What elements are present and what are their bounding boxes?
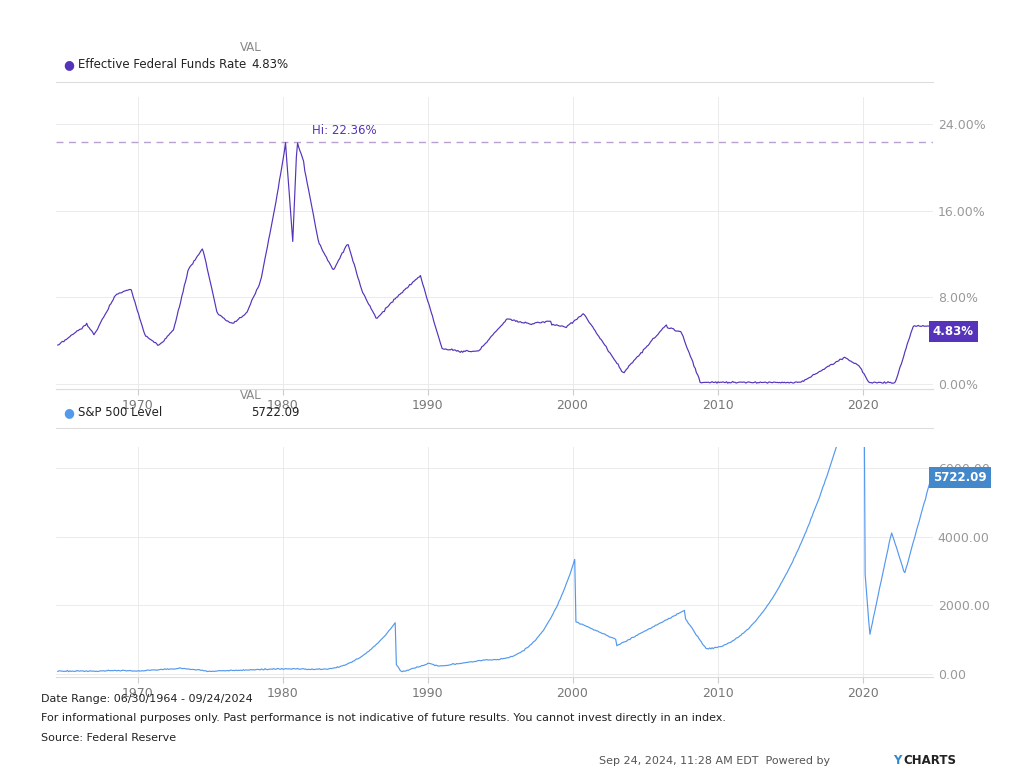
Text: VAL: VAL [240, 389, 262, 402]
Text: Sep 24, 2024, 11:28 AM EDT  Powered by: Sep 24, 2024, 11:28 AM EDT Powered by [599, 756, 834, 766]
Text: Source: Federal Reserve: Source: Federal Reserve [41, 733, 176, 743]
Text: Date Range: 06/30/1964 - 09/24/2024: Date Range: 06/30/1964 - 09/24/2024 [41, 694, 253, 704]
Text: Hi: 22.36%: Hi: 22.36% [311, 124, 376, 137]
Text: VAL: VAL [240, 40, 262, 54]
Text: ●: ● [63, 406, 75, 419]
Text: Effective Federal Funds Rate: Effective Federal Funds Rate [78, 58, 246, 71]
Text: 4.83%: 4.83% [251, 58, 288, 71]
Text: ●: ● [63, 58, 75, 71]
Text: S&P 500 Level: S&P 500 Level [78, 406, 162, 419]
Text: 4.83%: 4.83% [933, 325, 974, 338]
Text: CHARTS: CHARTS [903, 754, 956, 767]
Text: Y: Y [893, 754, 901, 767]
Text: For informational purposes only. Past performance is not indicative of future re: For informational purposes only. Past pe… [41, 713, 726, 724]
Text: 5722.09: 5722.09 [933, 471, 986, 484]
Text: 5722.09: 5722.09 [251, 406, 299, 419]
